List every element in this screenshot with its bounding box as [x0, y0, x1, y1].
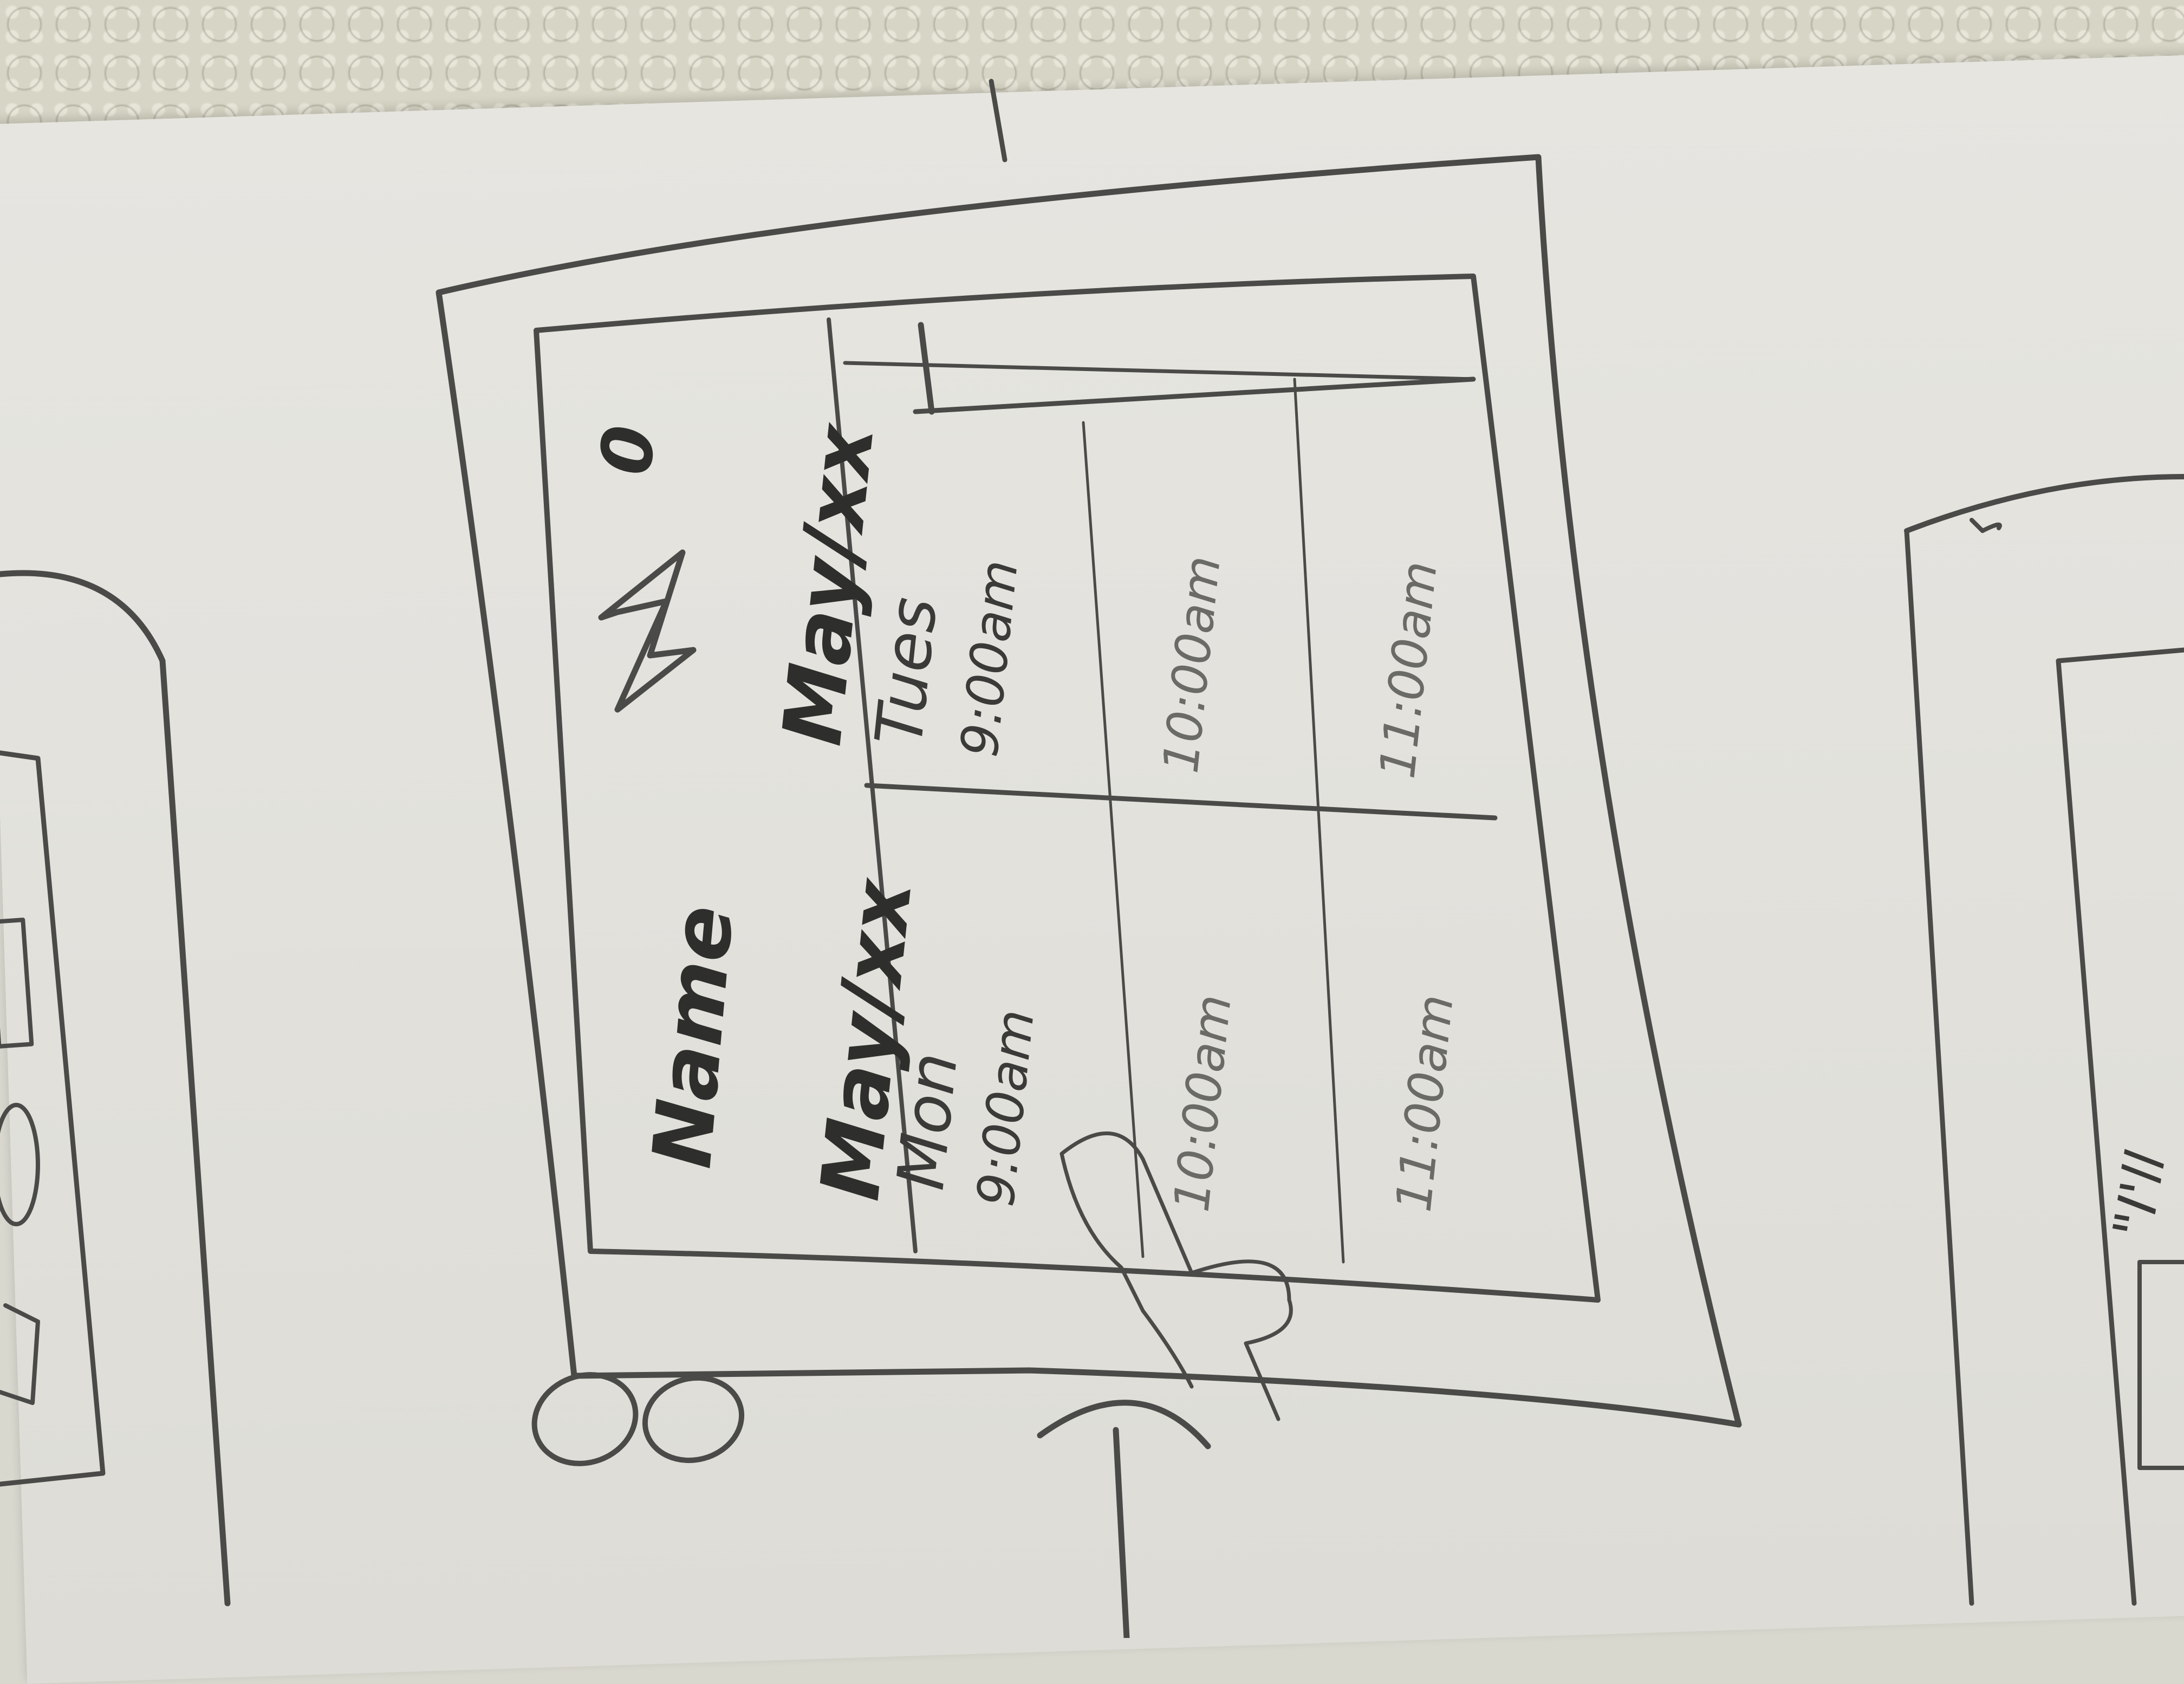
- day-1-name: Mon: [883, 1049, 973, 1193]
- phone-frame: [435, 154, 1742, 1428]
- table-header-line: [913, 376, 1476, 414]
- day-divider: [864, 783, 1498, 821]
- right-sketch-text: "I'll: [2101, 1147, 2178, 1243]
- day-2-name: Tues: [862, 594, 952, 749]
- day-1-time-3: 11:00am: [1385, 992, 1464, 1214]
- column-line-2: [1293, 378, 1345, 1264]
- zero-label: 0: [584, 422, 671, 478]
- wireframe-sketch: Name 0 May/xx Mon 9:00am 10:00am 11:00am…: [0, 79, 2184, 1638]
- right-phone-sketch: "I'll: [1904, 474, 2184, 1606]
- day-2-time-2: 10:00am: [1152, 553, 1231, 776]
- header-tick: [918, 322, 935, 415]
- day-1-time-2: 10:00am: [1163, 992, 1242, 1214]
- bottom-left-mark: [531, 1372, 745, 1466]
- day-2-time-3: 11:00am: [1369, 558, 1448, 781]
- day-2-time-1: 9:00am: [950, 557, 1029, 760]
- star-icon: [598, 549, 697, 713]
- stray-mark: [989, 79, 1007, 162]
- flow-arrow: [1037, 1400, 1211, 1638]
- tap-hand-icon: [1060, 1131, 1293, 1421]
- day-1-time-1: 9:00am: [966, 1007, 1045, 1210]
- column-line-1: [1082, 421, 1145, 1258]
- left-phone-sketch: [0, 570, 231, 1607]
- screen-frame: [534, 274, 1601, 1303]
- table-top-line: [843, 361, 1476, 381]
- name-label: Name: [635, 902, 752, 1172]
